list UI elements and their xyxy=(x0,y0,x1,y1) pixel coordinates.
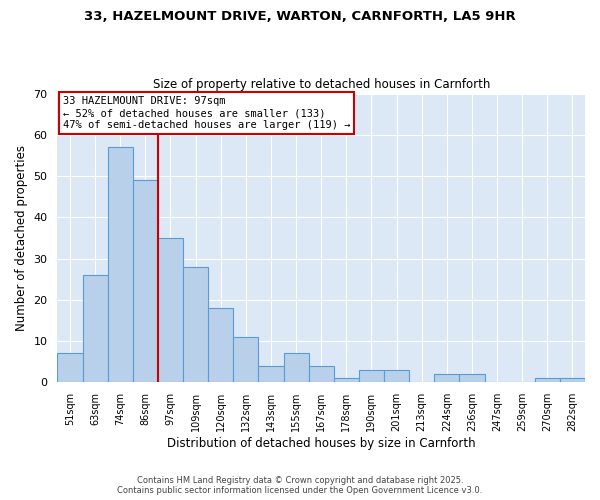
Bar xyxy=(208,308,233,382)
Title: Size of property relative to detached houses in Carnforth: Size of property relative to detached ho… xyxy=(152,78,490,91)
Bar xyxy=(560,378,585,382)
Bar xyxy=(133,180,158,382)
Bar xyxy=(460,374,485,382)
Bar xyxy=(259,366,284,382)
Bar xyxy=(183,267,208,382)
Text: 33, HAZELMOUNT DRIVE, WARTON, CARNFORTH, LA5 9HR: 33, HAZELMOUNT DRIVE, WARTON, CARNFORTH,… xyxy=(84,10,516,23)
Bar xyxy=(284,354,308,382)
Bar xyxy=(107,147,133,382)
Bar xyxy=(83,275,107,382)
Bar xyxy=(535,378,560,382)
Text: Contains HM Land Registry data © Crown copyright and database right 2025.
Contai: Contains HM Land Registry data © Crown c… xyxy=(118,476,482,495)
Bar xyxy=(434,374,460,382)
Y-axis label: Number of detached properties: Number of detached properties xyxy=(15,145,28,331)
Bar xyxy=(58,354,83,382)
X-axis label: Distribution of detached houses by size in Carnforth: Distribution of detached houses by size … xyxy=(167,437,476,450)
Bar xyxy=(384,370,409,382)
Bar xyxy=(334,378,359,382)
Bar xyxy=(359,370,384,382)
Text: 33 HAZELMOUNT DRIVE: 97sqm
← 52% of detached houses are smaller (133)
47% of sem: 33 HAZELMOUNT DRIVE: 97sqm ← 52% of deta… xyxy=(62,96,350,130)
Bar xyxy=(308,366,334,382)
Bar xyxy=(158,238,183,382)
Bar xyxy=(233,337,259,382)
